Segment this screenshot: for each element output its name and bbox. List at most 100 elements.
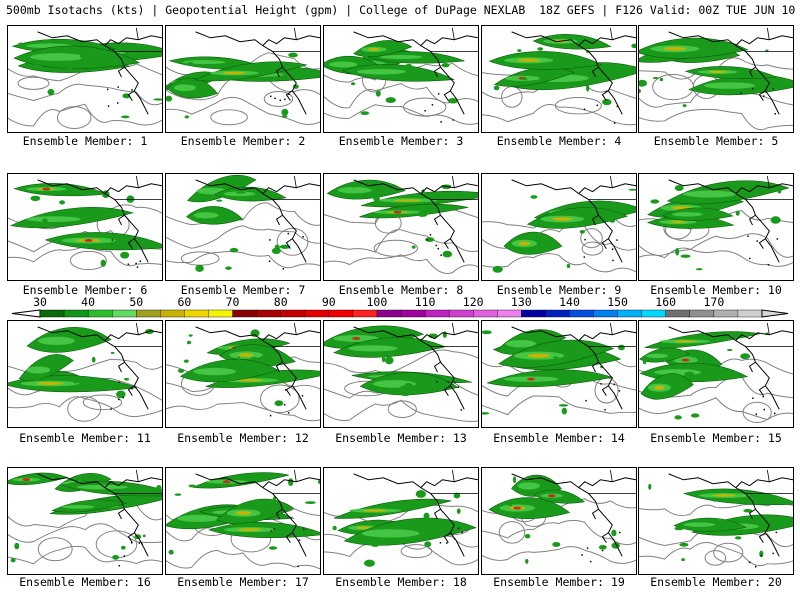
isotach-max <box>663 47 686 51</box>
coastline <box>353 326 478 410</box>
island <box>585 399 587 402</box>
colorbar-segment <box>39 309 65 318</box>
isotach-blob <box>598 544 607 550</box>
political-border <box>430 322 478 347</box>
island <box>581 554 583 556</box>
map-plot <box>166 469 320 570</box>
isotach-core <box>38 336 75 345</box>
island <box>437 247 440 250</box>
isotach-max <box>513 506 522 510</box>
map-plot <box>324 322 478 422</box>
isotach-blob <box>370 541 380 547</box>
isotach-core <box>26 216 81 222</box>
island <box>453 538 456 540</box>
height-contour <box>324 539 478 566</box>
island <box>431 104 434 106</box>
island <box>452 119 454 121</box>
isotach-band <box>644 331 760 349</box>
island <box>774 113 776 115</box>
height-contour <box>581 241 604 256</box>
island <box>270 95 272 98</box>
isotach-blob <box>272 496 277 504</box>
isotach-blob <box>151 244 162 249</box>
height-contour <box>259 384 300 413</box>
island <box>611 248 614 250</box>
isotach-blob <box>385 356 394 365</box>
isotach-blob <box>639 79 647 87</box>
isotach-blob <box>166 95 173 102</box>
island <box>613 122 616 124</box>
coastline <box>511 179 636 263</box>
isotach-blob <box>42 218 48 223</box>
colorbar-segment <box>87 309 113 318</box>
member-caption: Ensemble Member: 10 <box>650 283 782 297</box>
island <box>288 93 290 95</box>
map-plot <box>639 27 793 131</box>
isotach-blob <box>332 525 337 531</box>
island <box>141 543 143 545</box>
isotach-blob <box>18 42 23 48</box>
island <box>139 260 142 262</box>
member-caption: Ensemble Member: 15 <box>650 431 782 445</box>
isotach-blob <box>279 244 291 249</box>
island <box>287 412 290 414</box>
height-contour <box>324 229 478 253</box>
member-caption: Ensemble Member: 4 <box>496 134 622 148</box>
island <box>616 105 619 108</box>
member-caption: Ensemble Member: 11 <box>19 431 151 445</box>
colorbar-tick-label: 140 <box>559 296 580 309</box>
colorbar-segment <box>737 309 763 318</box>
member-caption: Ensemble Member: 6 <box>22 283 148 297</box>
isotach-blob <box>177 368 185 373</box>
isotach-blob <box>110 351 115 354</box>
isotach-blob <box>425 237 435 242</box>
isotach-max <box>238 353 254 357</box>
isotach-blob <box>304 501 316 505</box>
isotach-band <box>333 498 452 519</box>
ensemble-map-panel <box>323 173 479 281</box>
isotach-blob <box>652 77 659 79</box>
island <box>131 89 133 91</box>
political-border <box>114 27 162 52</box>
product-header: 500mb Isotachs (kts) | Geopotential Heig… <box>6 3 800 17</box>
island <box>772 88 774 90</box>
island <box>751 87 754 90</box>
ensemble-map-panel <box>165 25 321 133</box>
height-contour <box>17 76 50 90</box>
isotach-core <box>646 353 668 359</box>
isotach-blob <box>120 251 130 259</box>
island <box>762 95 765 97</box>
colorbar-tick-label: 30 <box>33 296 47 309</box>
isotach-blob <box>482 330 492 335</box>
isotach-blob <box>727 348 733 352</box>
coastline <box>353 473 478 557</box>
isotach-blob <box>225 266 232 270</box>
island <box>619 531 621 534</box>
island <box>429 234 432 236</box>
isotach-colorbar: 30 40 50 60 70 80 90 100 110 120 130 140 150 160 170 <box>11 296 789 318</box>
political-border <box>272 27 320 52</box>
ensemble-map-panel <box>323 467 479 575</box>
isotach-blob <box>364 559 375 567</box>
island <box>754 565 757 568</box>
isotach-blob <box>740 353 751 360</box>
height-contour <box>324 254 478 274</box>
island <box>439 542 442 544</box>
isotach-blob <box>447 98 458 104</box>
colorbar-tick-label: 90 <box>322 296 336 309</box>
colorbar-tick-label: 110 <box>415 296 436 309</box>
colorbar-segment <box>328 309 354 318</box>
isotach-max <box>36 382 64 385</box>
isotach-blob <box>579 229 585 234</box>
isotach-max <box>708 70 727 74</box>
island <box>285 389 287 391</box>
isotach-blob <box>674 526 684 531</box>
height-contour <box>276 227 309 256</box>
isotach-max <box>654 385 665 390</box>
height-contour <box>210 109 248 126</box>
isotach-blob <box>650 199 660 204</box>
height-contour <box>639 502 793 517</box>
map-plot <box>324 175 478 274</box>
island <box>604 409 606 411</box>
height-contour <box>580 228 603 249</box>
